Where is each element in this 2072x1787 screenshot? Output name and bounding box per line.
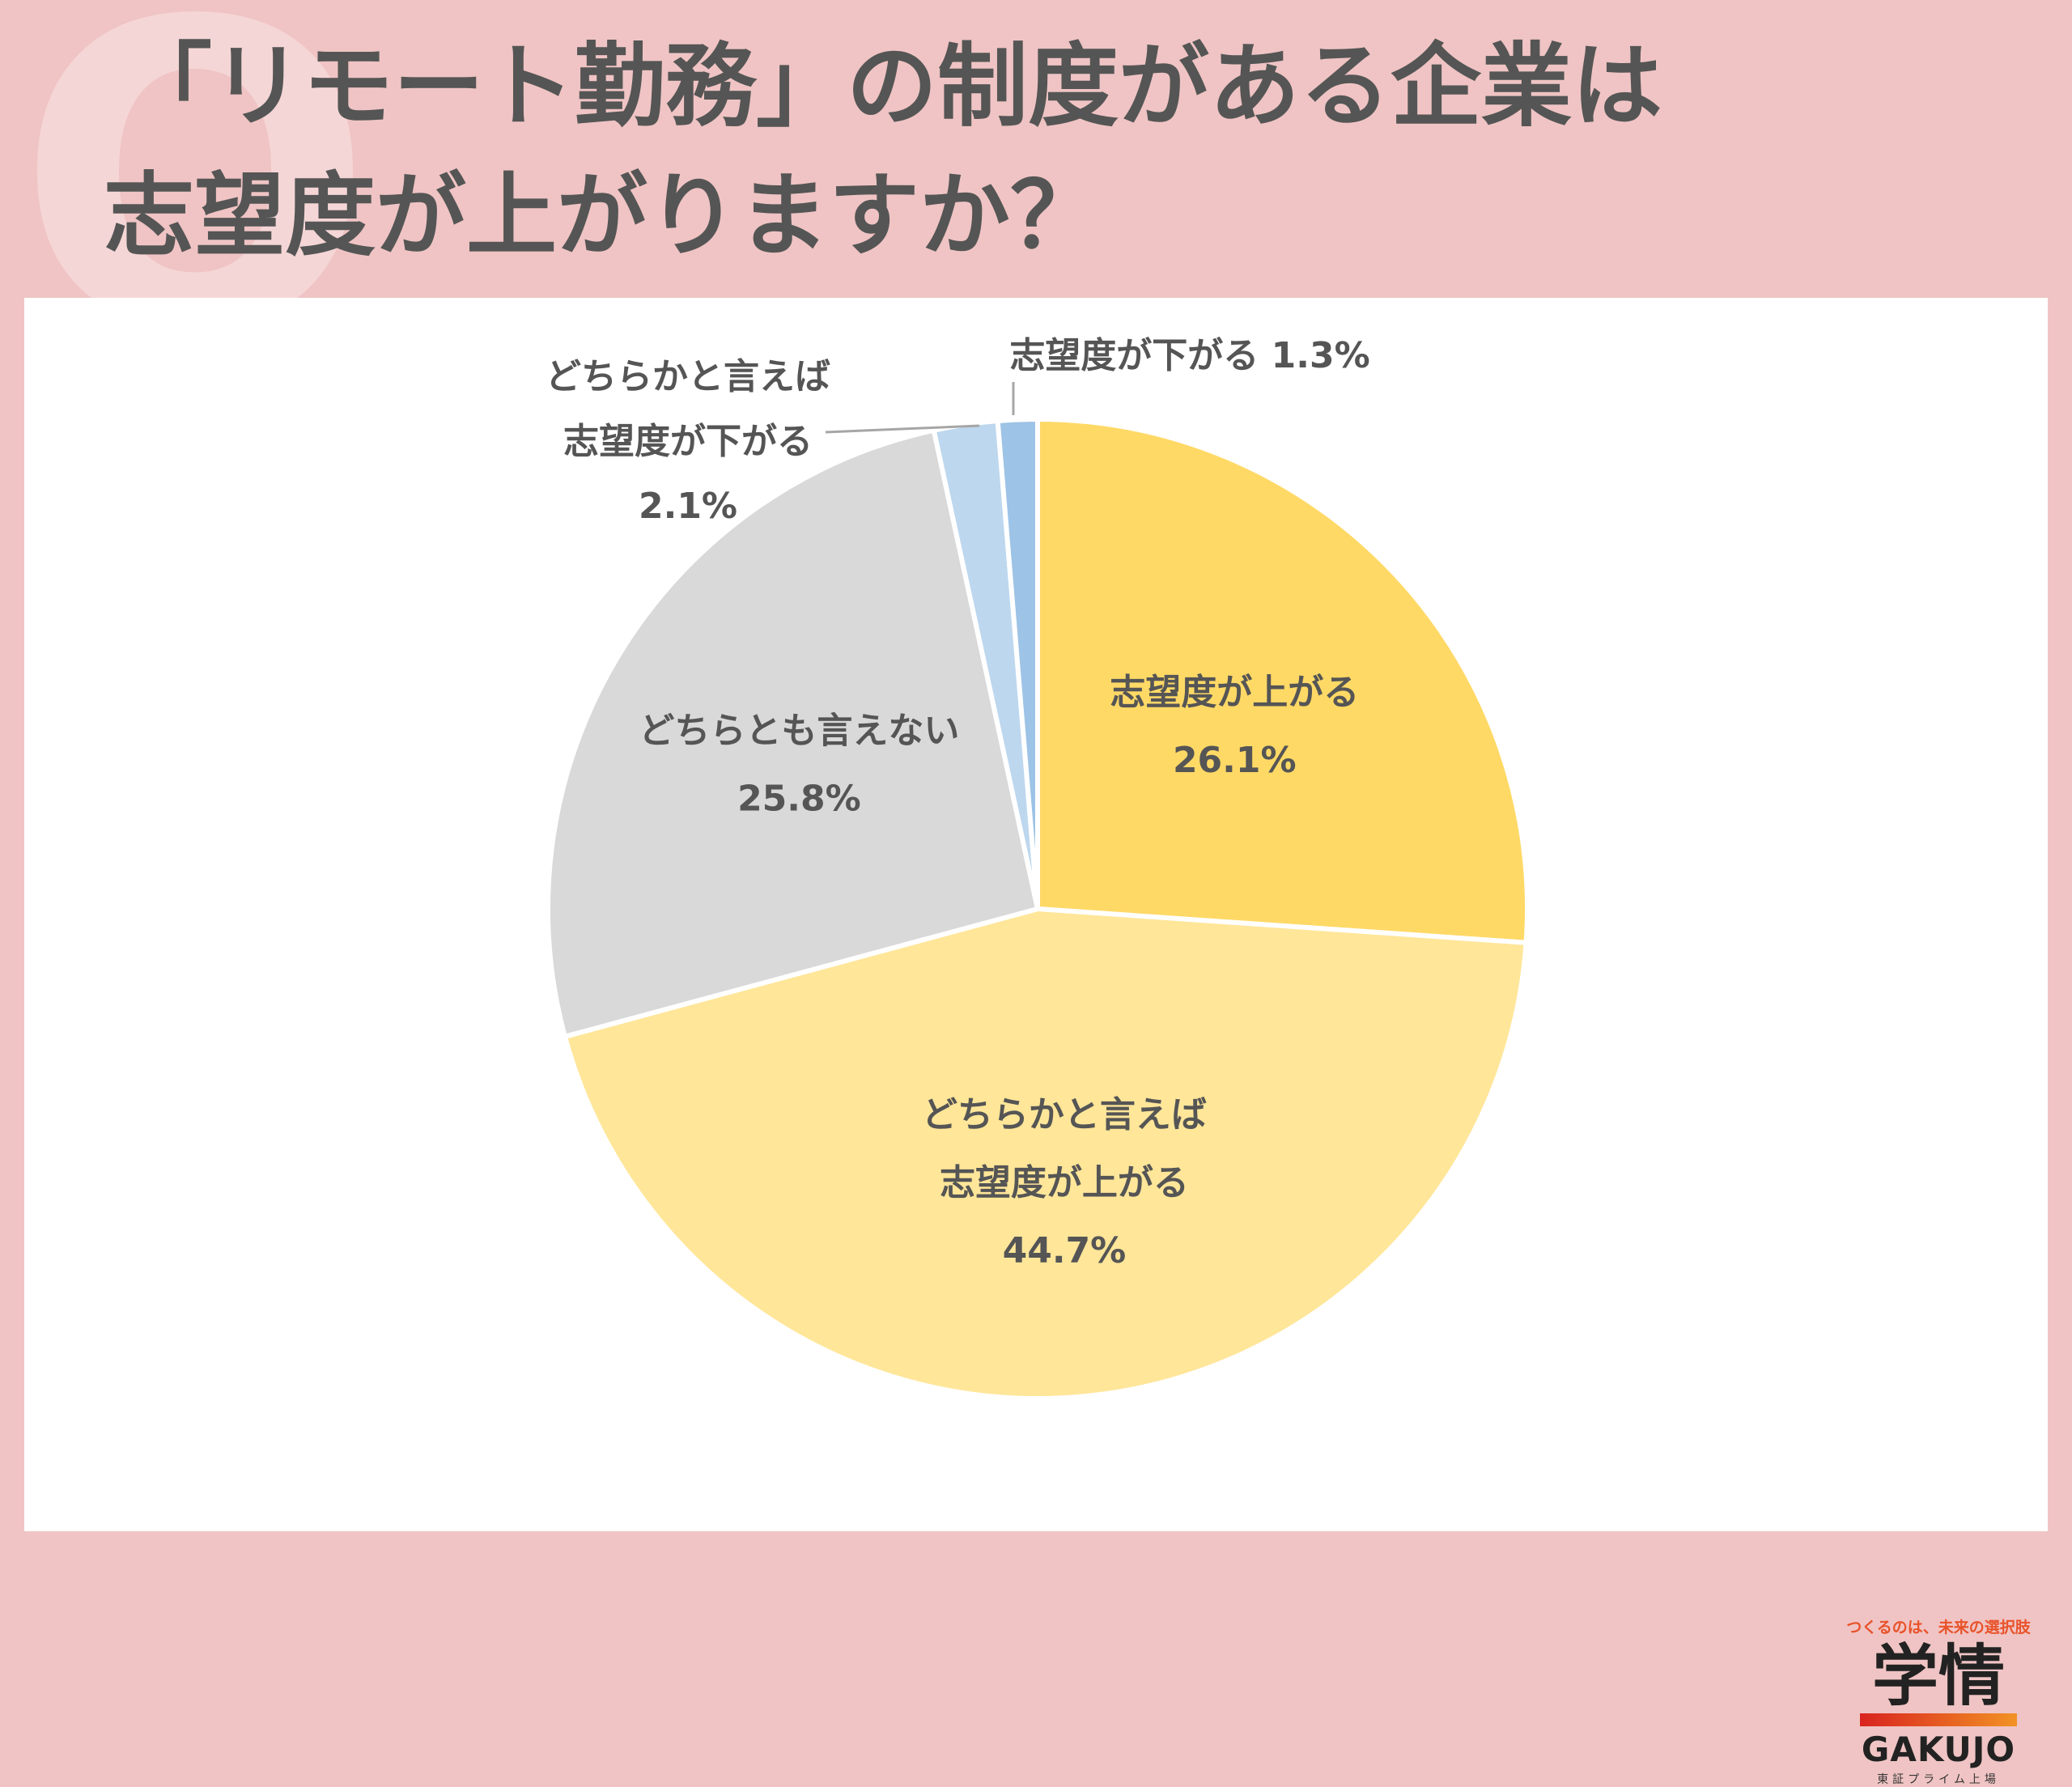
slice-label-4: どちらかと言えば志望度が下がる 2.1%	[546, 356, 830, 527]
logo-mark: 学情	[1871, 1638, 2005, 1715]
logo-sub: 東証プライム上場	[1877, 1773, 2000, 1787]
chart-panel: 志望度が上がる 26.1% どちらかと言えば志望度が上がる 44.7% どちらとも言えな…	[24, 298, 2048, 1786]
slice-label-5: 志望度が下がる 1.3%	[1009, 335, 1369, 376]
page-title-line-1: 「リモート勤務」の制度がある企業は	[121, 34, 1662, 139]
pie-slice-1	[1035, 417, 1531, 945]
pie-slice-3	[546, 427, 1040, 1039]
slice-label-1: 志望度が上がる 26.1%	[1110, 672, 1359, 781]
pie-slice-2	[562, 906, 1529, 1401]
pie-slice-5	[995, 417, 1040, 911]
slice-label-3: どちらとも言えない 25.8%	[639, 711, 959, 820]
gakujo-logo: つくるのは、未来の選択肢 学情 GAKUJO 東証プライム上場	[1837, 1615, 2040, 1787]
leader-line-4	[825, 424, 980, 434]
page-title-line-2: 志望度が上がりますか？	[104, 163, 1101, 269]
slice-label-2: どちらかと言えば志望度が上がる 44.7%	[922, 1094, 1207, 1271]
logo-bar	[1860, 1713, 2017, 1727]
logo-tagline: つくるのは、未来の選択肢	[1846, 1619, 2031, 1636]
logo-name: GAKUJO	[1861, 1730, 2016, 1770]
pie-chart: 志望度が上がる 26.1% どちらかと言えば志望度が上がる 44.7% どちらとも言えな…	[546, 335, 1531, 1401]
